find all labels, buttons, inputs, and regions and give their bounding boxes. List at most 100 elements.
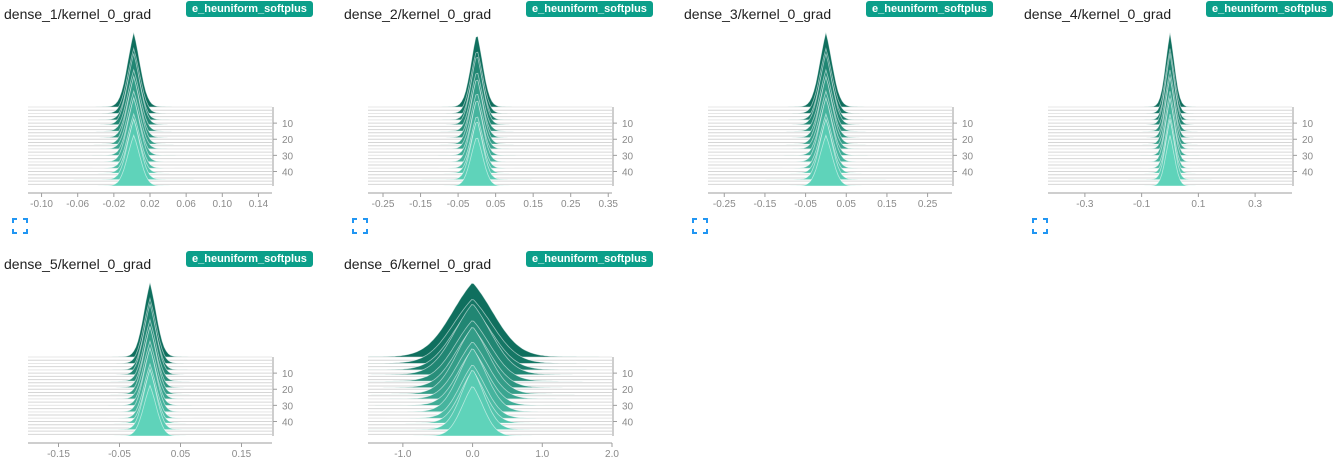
ridge-distribution: [368, 51, 612, 114]
histogram-chart: -0.25 -0.15 -0.05 0.05 0.15 0.25 10 20 30 40: [708, 32, 974, 210]
y-tick-label: 10: [282, 369, 294, 380]
y-tick-label: 10: [622, 119, 634, 130]
y-tick-label: 20: [962, 135, 974, 146]
ridge-distribution: [28, 97, 272, 156]
ridge-distribution: [368, 137, 612, 187]
card-title: dense_2/kernel_0_grad: [344, 6, 492, 22]
x-tick-label: -0.3: [1076, 199, 1094, 210]
ridge-distribution: [28, 54, 272, 121]
y-tick-label: 30: [1302, 151, 1314, 162]
ridge-distribution: [368, 79, 612, 145]
ridge-distribution: [28, 96, 272, 163]
y-tick-label: 40: [622, 417, 634, 428]
expand-icon[interactable]: [352, 218, 368, 234]
ridge-distribution: [368, 93, 612, 150]
x-tick-label: 0.10: [213, 199, 233, 210]
run-badge[interactable]: e_heuniform_softplus: [526, 251, 653, 267]
ridge-distribution: [368, 72, 612, 132]
x-tick-label: -0.10: [30, 199, 53, 210]
ridge-distribution: [28, 47, 272, 114]
ridge-distribution: [368, 35, 612, 108]
ridge-distribution: [368, 341, 612, 400]
ridge-distribution: [28, 384, 272, 437]
histogram-chart: -0.3 -0.1 0.1 0.3 10 20 30 40: [1048, 32, 1314, 210]
card-title: dense_6/kernel_0_grad: [344, 256, 492, 272]
card-title: dense_1/kernel_0_grad: [4, 6, 152, 22]
histogram-card-dense-4: dense_4/kernel_0_grad e_heuniform_softpl…: [1020, 0, 1344, 250]
histogram-chart: -0.25 -0.15 -0.05 0.05 0.15 0.25 0.35 10 20 30 40: [368, 35, 634, 210]
x-tick-label: 0.05: [486, 199, 506, 210]
ridge-distribution: [368, 56, 612, 126]
ridge-distribution: [28, 118, 272, 174]
ridge-distribution: [368, 121, 612, 180]
ridge-distribution: [28, 74, 272, 145]
run-badge[interactable]: e_heuniform_softplus: [186, 251, 313, 267]
x-tick-label: 0.05: [171, 449, 191, 460]
x-tick-label: -0.15: [47, 449, 70, 460]
x-tick-label: 0.14: [249, 199, 269, 210]
x-tick-label: 0.15: [232, 449, 252, 460]
x-tick-label: -0.25: [713, 199, 736, 210]
histogram-card-dense-1: dense_1/kernel_0_grad e_heuniform_softpl…: [0, 0, 340, 250]
y-tick-label: 40: [622, 167, 634, 178]
y-tick-label: 30: [622, 401, 634, 412]
y-tick-label: 30: [962, 151, 974, 162]
y-tick-label: 40: [962, 167, 974, 178]
run-badge[interactable]: e_heuniform_softplus: [866, 1, 993, 17]
expand-icon[interactable]: [12, 218, 28, 234]
ridge-distribution: [28, 53, 272, 126]
histogram-card-dense-5: dense_5/kernel_0_grad e_heuniform_softpl…: [0, 250, 340, 463]
x-tick-label: 0.02: [140, 199, 160, 210]
ridge-distribution: [367, 282, 612, 358]
ridge-distribution: [28, 76, 272, 138]
y-tick-label: 20: [622, 385, 634, 396]
ridge-distribution: [708, 134, 952, 187]
run-badge[interactable]: e_heuniform_softplus: [526, 1, 653, 17]
x-tick-label: 0.25: [561, 199, 581, 210]
x-tick-label: 0.0: [466, 449, 480, 460]
x-tick-label: -0.05: [794, 199, 817, 210]
ridge-distribution: [368, 386, 612, 437]
histogram-chart: -0.10 -0.06 -0.02 0.02 0.06 0.10 0.14 10 20 30 40: [28, 32, 294, 210]
y-tick-label: 30: [622, 151, 634, 162]
ridge-distribution: [28, 68, 272, 132]
histogram-chart: -1.0 0.0 1.0 2.0 10 20 30 40: [367, 282, 634, 460]
x-tick-label: -0.15: [409, 199, 432, 210]
card-title: dense_4/kernel_0_grad: [1024, 6, 1172, 22]
y-tick-label: 10: [1302, 119, 1314, 130]
ridge-distribution: [28, 89, 272, 150]
x-tick-label: 0.06: [176, 199, 196, 210]
run-badge[interactable]: e_heuniform_softplus: [186, 1, 313, 17]
x-tick-label: 1.0: [535, 449, 549, 460]
card-title: dense_3/kernel_0_grad: [684, 6, 832, 22]
ridge-distribution: [367, 370, 612, 430]
y-tick-label: 20: [282, 135, 294, 146]
y-tick-label: 10: [622, 369, 634, 380]
ridge-distribution: [368, 59, 612, 121]
ridge-distribution: [368, 349, 612, 406]
ridge-distribution: [367, 320, 612, 382]
expand-icon[interactable]: [692, 218, 708, 234]
x-tick-label: -0.1: [1133, 199, 1151, 210]
ridge-distribution: [368, 80, 612, 138]
x-tick-label: 0.25: [918, 199, 938, 210]
y-tick-label: 30: [282, 401, 294, 412]
x-tick-label: 0.3: [1248, 199, 1262, 210]
ridge-distribution: [28, 134, 272, 187]
x-tick-label: 0.1: [1191, 199, 1205, 210]
y-tick-label: 20: [1302, 135, 1314, 146]
x-tick-label: 0.35: [599, 199, 619, 210]
x-tick-label: 0.15: [877, 199, 897, 210]
expand-icon[interactable]: [1032, 218, 1048, 234]
y-tick-label: 40: [282, 417, 294, 428]
x-tick-label: 2.0: [605, 449, 619, 460]
ridge-distribution: [368, 100, 612, 163]
run-badge[interactable]: e_heuniform_softplus: [1206, 1, 1333, 17]
y-tick-label: 40: [1302, 167, 1314, 178]
y-tick-label: 20: [622, 135, 634, 146]
x-tick-label: -0.15: [754, 199, 777, 210]
ridge-distribution: [368, 304, 612, 376]
histogram-chart: -0.15 -0.05 0.05 0.15 10 20 30 40: [28, 282, 294, 460]
ridge-distribution: [28, 32, 272, 108]
x-tick-label: -0.05: [108, 449, 131, 460]
